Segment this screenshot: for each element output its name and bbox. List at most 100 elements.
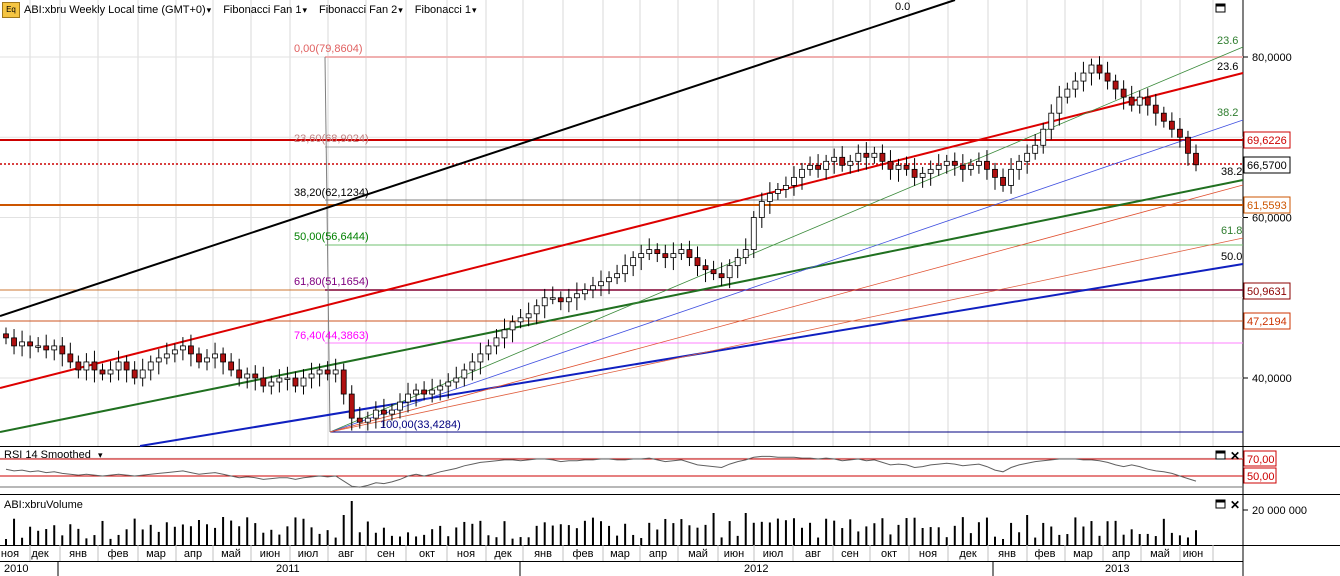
candle-body	[904, 165, 909, 169]
candle-body	[800, 169, 805, 177]
close-icon[interactable]: ✕	[1230, 449, 1240, 463]
candle-body	[550, 298, 555, 300]
candle-body	[582, 290, 587, 294]
candle-body	[397, 402, 402, 410]
maximize-icon[interactable]	[1216, 4, 1225, 12]
candle-body	[896, 165, 901, 169]
candle-body	[365, 418, 370, 422]
month-label: сен	[377, 548, 395, 560]
candle-body	[703, 266, 708, 270]
chart-toolbar: ABI:xbru Weekly Local time (GMT+0) Fibon…	[24, 2, 477, 18]
candle-body	[824, 161, 829, 169]
candle-body	[864, 153, 869, 157]
candle-body	[28, 342, 33, 346]
fib-fan-label: 61.8	[1221, 225, 1242, 237]
candle-body	[277, 378, 282, 382]
candle-body	[1001, 177, 1006, 185]
candle-body	[478, 354, 483, 362]
month-label: мар	[146, 548, 166, 560]
candle-body	[679, 250, 684, 254]
price-badge-label: 66,5700	[1247, 160, 1287, 172]
candle-body	[984, 161, 989, 169]
candle-body	[888, 161, 893, 169]
candle-body	[502, 330, 507, 338]
month-label: апр	[649, 548, 667, 560]
candle-body	[912, 169, 917, 177]
candle-body	[872, 153, 877, 157]
candle-body	[221, 354, 226, 362]
candle-body	[936, 165, 941, 169]
candle-body	[631, 258, 636, 266]
candle-body	[1089, 65, 1094, 73]
maximize-icon[interactable]	[1216, 500, 1225, 508]
year-label: 2013	[1105, 563, 1129, 575]
candle-body	[607, 278, 612, 282]
candle-body	[856, 153, 861, 161]
candle-body	[992, 169, 997, 177]
fib-level-label: 100,00(33,4284)	[380, 419, 461, 431]
candle-body	[1145, 97, 1150, 105]
candle-body	[180, 346, 185, 350]
candle-body	[526, 314, 531, 318]
candle-body	[655, 250, 660, 254]
candle-body	[205, 358, 210, 362]
candle-body	[333, 370, 338, 374]
month-label: июн	[1183, 548, 1203, 560]
candle-body	[349, 394, 354, 418]
candle-body	[1017, 161, 1022, 169]
candle-body	[414, 390, 419, 394]
month-label: янв	[69, 548, 87, 560]
fib-fan-label: 23.6	[1217, 61, 1238, 73]
month-label: ноя	[457, 548, 475, 560]
candle-body	[1041, 129, 1046, 145]
close-icon[interactable]: ✕	[1230, 498, 1240, 512]
candle-body	[470, 362, 475, 370]
candle-body	[84, 362, 89, 370]
price-tick-label: 40,0000	[1252, 373, 1292, 385]
candle-body	[1025, 153, 1030, 161]
candle-body	[1129, 97, 1134, 105]
candle-body	[44, 346, 49, 350]
month-label: янв	[998, 548, 1016, 560]
fib-fan-label: 50.0	[1221, 251, 1242, 263]
candle-body	[727, 266, 732, 278]
candle-body	[285, 378, 290, 380]
candle-body	[719, 274, 724, 278]
candle-body	[245, 374, 250, 378]
month-label: июн	[724, 548, 744, 560]
candle-body	[816, 165, 821, 169]
candle-body	[148, 362, 153, 370]
price-tick-label: 80,0000	[1252, 52, 1292, 64]
candle-body	[783, 185, 788, 189]
fib-fan-2-menu[interactable]: Fibonacci Fan 2	[319, 4, 403, 16]
month-label: апр	[1112, 548, 1130, 560]
candle-body	[12, 338, 17, 346]
candle-body	[1033, 145, 1038, 153]
candle-body	[1113, 81, 1118, 89]
candle-body	[1057, 97, 1062, 113]
candle-body	[1009, 169, 1014, 185]
month-label: мар	[1073, 548, 1093, 560]
candle-body	[188, 346, 193, 354]
candle-body	[76, 362, 81, 370]
candle-body	[542, 298, 547, 306]
time-axis: ноя дек янв фев мар апр май июн июл авг сен окт ноя д…	[1, 545, 1213, 576]
candle-body	[928, 169, 933, 173]
candle-body	[615, 274, 620, 278]
candle-body	[1065, 89, 1070, 97]
symbol-title[interactable]: ABI:xbru Weekly Local time (GMT+0)	[24, 4, 211, 16]
candle-body	[767, 193, 772, 201]
price-ticks: 80,000060,000040,0000	[1243, 52, 1292, 385]
candle-body	[518, 318, 523, 322]
candle-body	[1097, 65, 1102, 73]
fib-level-label: 23,60(68,9024)	[294, 133, 369, 145]
candle-body	[574, 294, 579, 298]
candle-body	[775, 189, 780, 193]
candle-body	[1121, 89, 1126, 97]
price-badge-label: 61,5593	[1247, 200, 1287, 212]
month-label: авг	[338, 548, 354, 560]
fib-1-menu[interactable]: Fibonacci 1	[415, 4, 477, 16]
fib-fan-1-menu[interactable]: Fibonacci Fan 1	[223, 4, 307, 16]
maximize-icon[interactable]	[1216, 451, 1225, 459]
candle-body	[60, 346, 65, 354]
